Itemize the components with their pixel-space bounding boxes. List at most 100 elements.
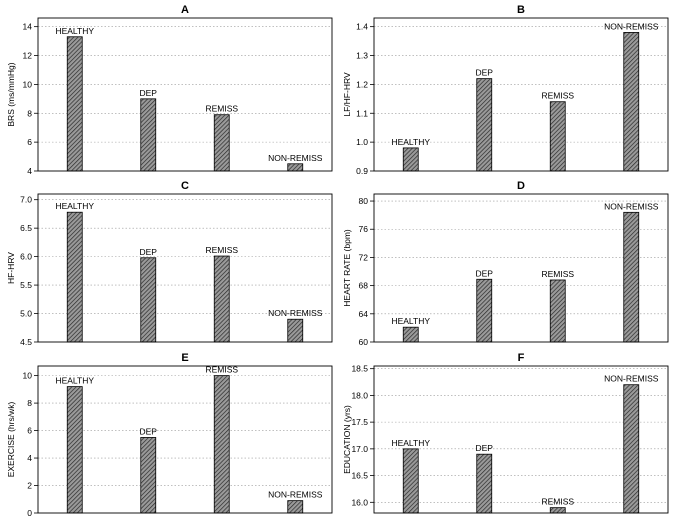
- plot-frame: [37, 193, 333, 343]
- y-tick-label: 18.0: [351, 390, 368, 400]
- y-tick-label: 72: [359, 252, 369, 262]
- bar-label: REMISS: [541, 91, 574, 101]
- bar-label: NON-REMISS: [268, 490, 323, 500]
- bar-label: HEALTHY: [391, 316, 430, 326]
- y-tick-label: 18.5: [351, 364, 368, 374]
- y-tick-label: 16.0: [351, 497, 368, 507]
- bar-label: REMISS: [205, 365, 238, 375]
- y-tick-label: 6: [27, 137, 32, 147]
- y-tick-label: 1.0: [356, 137, 368, 147]
- y-axis-label: HF-HRV: [6, 252, 16, 284]
- y-tick-label: 0.9: [356, 166, 368, 176]
- bar-dep: [476, 78, 493, 172]
- chart-title: C: [181, 180, 189, 192]
- y-axis-label: BRS (ms/mmHg): [6, 62, 16, 126]
- bar-remiss: [213, 255, 230, 343]
- plot-frame: [373, 17, 669, 172]
- y-tick-label: 1.1: [356, 108, 368, 118]
- bar-label: REMISS: [541, 269, 574, 279]
- chart-title: B: [517, 4, 525, 16]
- bar-label: HEALTHY: [391, 137, 430, 147]
- bar-label: HEALTHY: [55, 201, 94, 211]
- bar-label: HEALTHY: [391, 438, 430, 448]
- y-tick-label: 4.5: [20, 337, 32, 347]
- y-tick-label: 6: [27, 426, 32, 436]
- bar-label: NON-REMISS: [604, 21, 659, 31]
- bar-healthy: [402, 326, 419, 343]
- bar-remiss: [549, 507, 566, 514]
- bar-remiss: [549, 101, 566, 172]
- chart-panel-b: B 0.9 1.0 1.1 1.2 1.3 1.4 HEALTHY DEP REMISS NON-R…: [342, 4, 669, 176]
- chart-title: A: [181, 4, 189, 16]
- bar-non-remiss: [287, 318, 304, 343]
- bar-non-remiss: [287, 163, 304, 172]
- bar-label: REMISS: [205, 104, 238, 114]
- y-axis-label: EXERCISE (hrs/wk): [6, 402, 16, 478]
- y-tick-label: 60: [359, 337, 369, 347]
- bar-label: HEALTHY: [55, 376, 94, 386]
- y-tick-label: 64: [359, 309, 369, 319]
- y-tick-label: 1.3: [356, 51, 368, 61]
- y-tick-label: 80: [359, 196, 369, 206]
- y-tick-label: 2: [27, 481, 32, 491]
- bar-healthy: [66, 386, 83, 514]
- bar-healthy: [402, 147, 419, 172]
- bar-label: DEP: [476, 68, 494, 78]
- y-tick-label: 17.0: [351, 444, 368, 454]
- y-tick-label: 5.5: [20, 280, 32, 290]
- y-tick-label: 8: [27, 108, 32, 118]
- bar-dep: [140, 437, 157, 514]
- chart-title: F: [518, 352, 525, 364]
- chart-title: D: [517, 180, 525, 192]
- bar-label: REMISS: [541, 497, 574, 507]
- y-tick-label: 12: [23, 51, 33, 61]
- plot-frame: [37, 365, 333, 514]
- bar-label: DEP: [476, 268, 494, 278]
- bar-healthy: [402, 448, 419, 514]
- y-tick-label: 17.5: [351, 417, 368, 427]
- bar-remiss: [213, 375, 230, 514]
- y-tick-label: 5.0: [20, 309, 32, 319]
- plot-frame: [373, 365, 669, 514]
- y-axis-label: EDUCATION (yrs): [342, 405, 352, 474]
- bar-dep: [140, 98, 157, 172]
- bar-label: REMISS: [205, 245, 238, 255]
- chart-panel-a: A 4 6 8 10 12 14 HEALTHY DEP REMISS NON-REMISS BRS …: [6, 4, 333, 176]
- y-tick-label: 4: [27, 453, 32, 463]
- y-axis-label: LF/HF-HRV: [342, 72, 352, 117]
- bar-non-remiss: [623, 384, 640, 514]
- y-tick-label: 10: [23, 79, 33, 89]
- chart-panel-c: C 4.5 5.0 5.5 6.0 6.5 7.0 HEALTHY DEP REMISS NON-R…: [6, 180, 333, 347]
- bar-non-remiss: [623, 32, 640, 172]
- bar-non-remiss: [287, 500, 304, 514]
- bar-label: DEP: [140, 426, 158, 436]
- bar-dep: [476, 278, 493, 343]
- y-tick-label: 10: [23, 371, 33, 381]
- y-tick-label: 0: [27, 508, 32, 518]
- y-tick-label: 8: [27, 398, 32, 408]
- bar-label: DEP: [140, 88, 158, 98]
- bar-label: NON-REMISS: [268, 308, 323, 318]
- bar-remiss: [549, 279, 566, 343]
- bar-label: NON-REMISS: [604, 374, 659, 384]
- bar-label: DEP: [140, 247, 158, 257]
- chart-title: E: [181, 352, 188, 364]
- chart-panel-d: D 60 64 68 72 76 80 HEALTHY DEP REMISS NON-REMISS H…: [342, 180, 669, 347]
- y-tick-label: 16.5: [351, 471, 368, 481]
- y-tick-label: 6.0: [20, 252, 32, 262]
- plot-frame: [37, 17, 333, 172]
- y-tick-label: 4: [27, 166, 32, 176]
- y-tick-label: 68: [359, 281, 369, 291]
- chart-panel-f: F 16.0 16.5 17.0 17.5 18.0 18.5 HEALTHY DEP REMIS…: [342, 352, 669, 514]
- y-tick-label: 14: [23, 22, 33, 32]
- chart-panel-e: E 0 2 4 6 8 10 HEALTHY DEP REMISS NON-REMISS EXERCI…: [6, 352, 333, 518]
- bar-dep: [140, 257, 157, 343]
- bar-healthy: [66, 36, 83, 172]
- bar-label: HEALTHY: [55, 26, 94, 36]
- bar-label: NON-REMISS: [604, 201, 659, 211]
- y-tick-label: 6.5: [20, 223, 32, 233]
- bar-dep: [476, 453, 493, 514]
- y-tick-label: 1.4: [356, 22, 368, 32]
